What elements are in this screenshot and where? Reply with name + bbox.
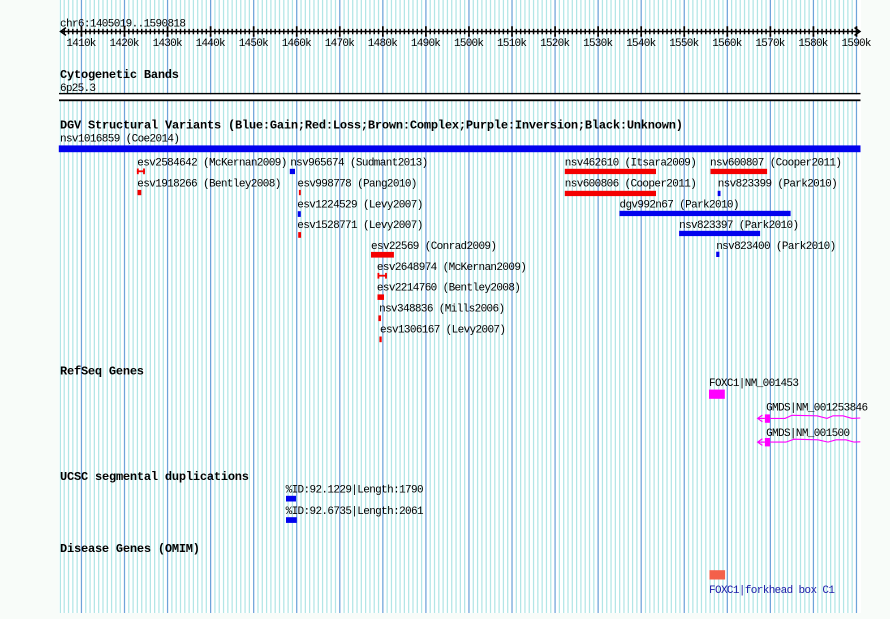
- svg-text:esv1528771 (Levy2007): esv1528771 (Levy2007): [297, 220, 423, 232]
- svg-text:1450k: 1450k: [239, 38, 269, 50]
- svg-text:Cytogenetic Bands: Cytogenetic Bands: [60, 68, 179, 82]
- svg-text:esv1306167 (Levy2007): esv1306167 (Levy2007): [380, 324, 506, 336]
- svg-text:1510k: 1510k: [497, 38, 527, 50]
- svg-text:1540k: 1540k: [626, 38, 656, 50]
- svg-text:1430k: 1430k: [153, 38, 183, 50]
- svg-text:1570k: 1570k: [755, 38, 785, 50]
- svg-text:1410k: 1410k: [66, 38, 96, 50]
- svg-text:1440k: 1440k: [196, 38, 226, 50]
- svg-text:esv1918266 (Bentley2008): esv1918266 (Bentley2008): [137, 178, 281, 190]
- svg-text:dgv992n67 (Park2010): dgv992n67 (Park2010): [620, 199, 740, 211]
- svg-text:nsv1016859 (Coe2014): nsv1016859 (Coe2014): [60, 134, 180, 146]
- svg-text:1520k: 1520k: [540, 38, 570, 50]
- svg-text:GMDS|NM_001253846: GMDS|NM_001253846: [766, 403, 868, 415]
- svg-text:nsv600806 (Cooper2011): nsv600806 (Cooper2011): [565, 178, 697, 190]
- svg-text:1490k: 1490k: [411, 38, 441, 50]
- svg-text:%ID:92.6735|Length:2061: %ID:92.6735|Length:2061: [286, 506, 424, 518]
- svg-text:1590k: 1590k: [842, 38, 872, 50]
- svg-text:esv2584642 (McKernan2009): esv2584642 (McKernan2009): [137, 158, 287, 170]
- svg-text:1530k: 1530k: [583, 38, 613, 50]
- svg-text:esv2648974 (McKernan2009): esv2648974 (McKernan2009): [377, 262, 527, 274]
- svg-text:nsv823397 (Park2010): nsv823397 (Park2010): [679, 220, 799, 232]
- svg-text:RefSeq Genes: RefSeq Genes: [60, 365, 144, 379]
- svg-text:1480k: 1480k: [368, 38, 398, 50]
- svg-text:1580k: 1580k: [798, 38, 828, 50]
- svg-text:FOXC1|forkhead box C1: FOXC1|forkhead box C1: [709, 585, 835, 597]
- svg-text:esv998778 (Pang2010): esv998778 (Pang2010): [297, 178, 417, 190]
- svg-text:nsv462610 (Itsara2009): nsv462610 (Itsara2009): [565, 158, 697, 170]
- svg-text:esv1224529 (Levy2007): esv1224529 (Levy2007): [297, 199, 423, 211]
- svg-text:1420k: 1420k: [110, 38, 140, 50]
- svg-text:GMDS|NM_001500: GMDS|NM_001500: [766, 428, 850, 440]
- svg-text:UCSC segmental duplications: UCSC segmental duplications: [60, 470, 249, 484]
- svg-text:nsv600807 (Cooper2011): nsv600807 (Cooper2011): [710, 158, 842, 170]
- svg-text:esv2214760 (Bentley2008): esv2214760 (Bentley2008): [377, 283, 521, 295]
- svg-text:1470k: 1470k: [325, 38, 355, 50]
- svg-text:1460k: 1460k: [282, 38, 312, 50]
- svg-text:%ID:92.1229|Length:1790: %ID:92.1229|Length:1790: [286, 485, 424, 497]
- svg-text:FOXC1|NM_001453: FOXC1|NM_001453: [709, 378, 799, 390]
- svg-text:1550k: 1550k: [669, 38, 699, 50]
- svg-text:1560k: 1560k: [712, 38, 742, 50]
- svg-text:Disease Genes (OMIM): Disease Genes (OMIM): [60, 542, 200, 556]
- svg-text:6p25.3: 6p25.3: [60, 83, 96, 95]
- svg-text:nsv965674 (Sudmant2013): nsv965674 (Sudmant2013): [290, 158, 428, 170]
- svg-text:chr6:1405019..1590818: chr6:1405019..1590818: [60, 18, 186, 30]
- svg-text:1500k: 1500k: [454, 38, 484, 50]
- svg-text:esv22569 (Conrad2009): esv22569 (Conrad2009): [371, 241, 497, 253]
- svg-text:nsv823399 (Park2010): nsv823399 (Park2010): [718, 178, 838, 190]
- svg-text:nsv348836 (Mills2006): nsv348836 (Mills2006): [379, 304, 505, 316]
- svg-text:nsv823400 (Park2010): nsv823400 (Park2010): [716, 241, 836, 253]
- svg-text:DGV Structural Variants (Blue:: DGV Structural Variants (Blue:Gain;Red:L…: [60, 119, 683, 133]
